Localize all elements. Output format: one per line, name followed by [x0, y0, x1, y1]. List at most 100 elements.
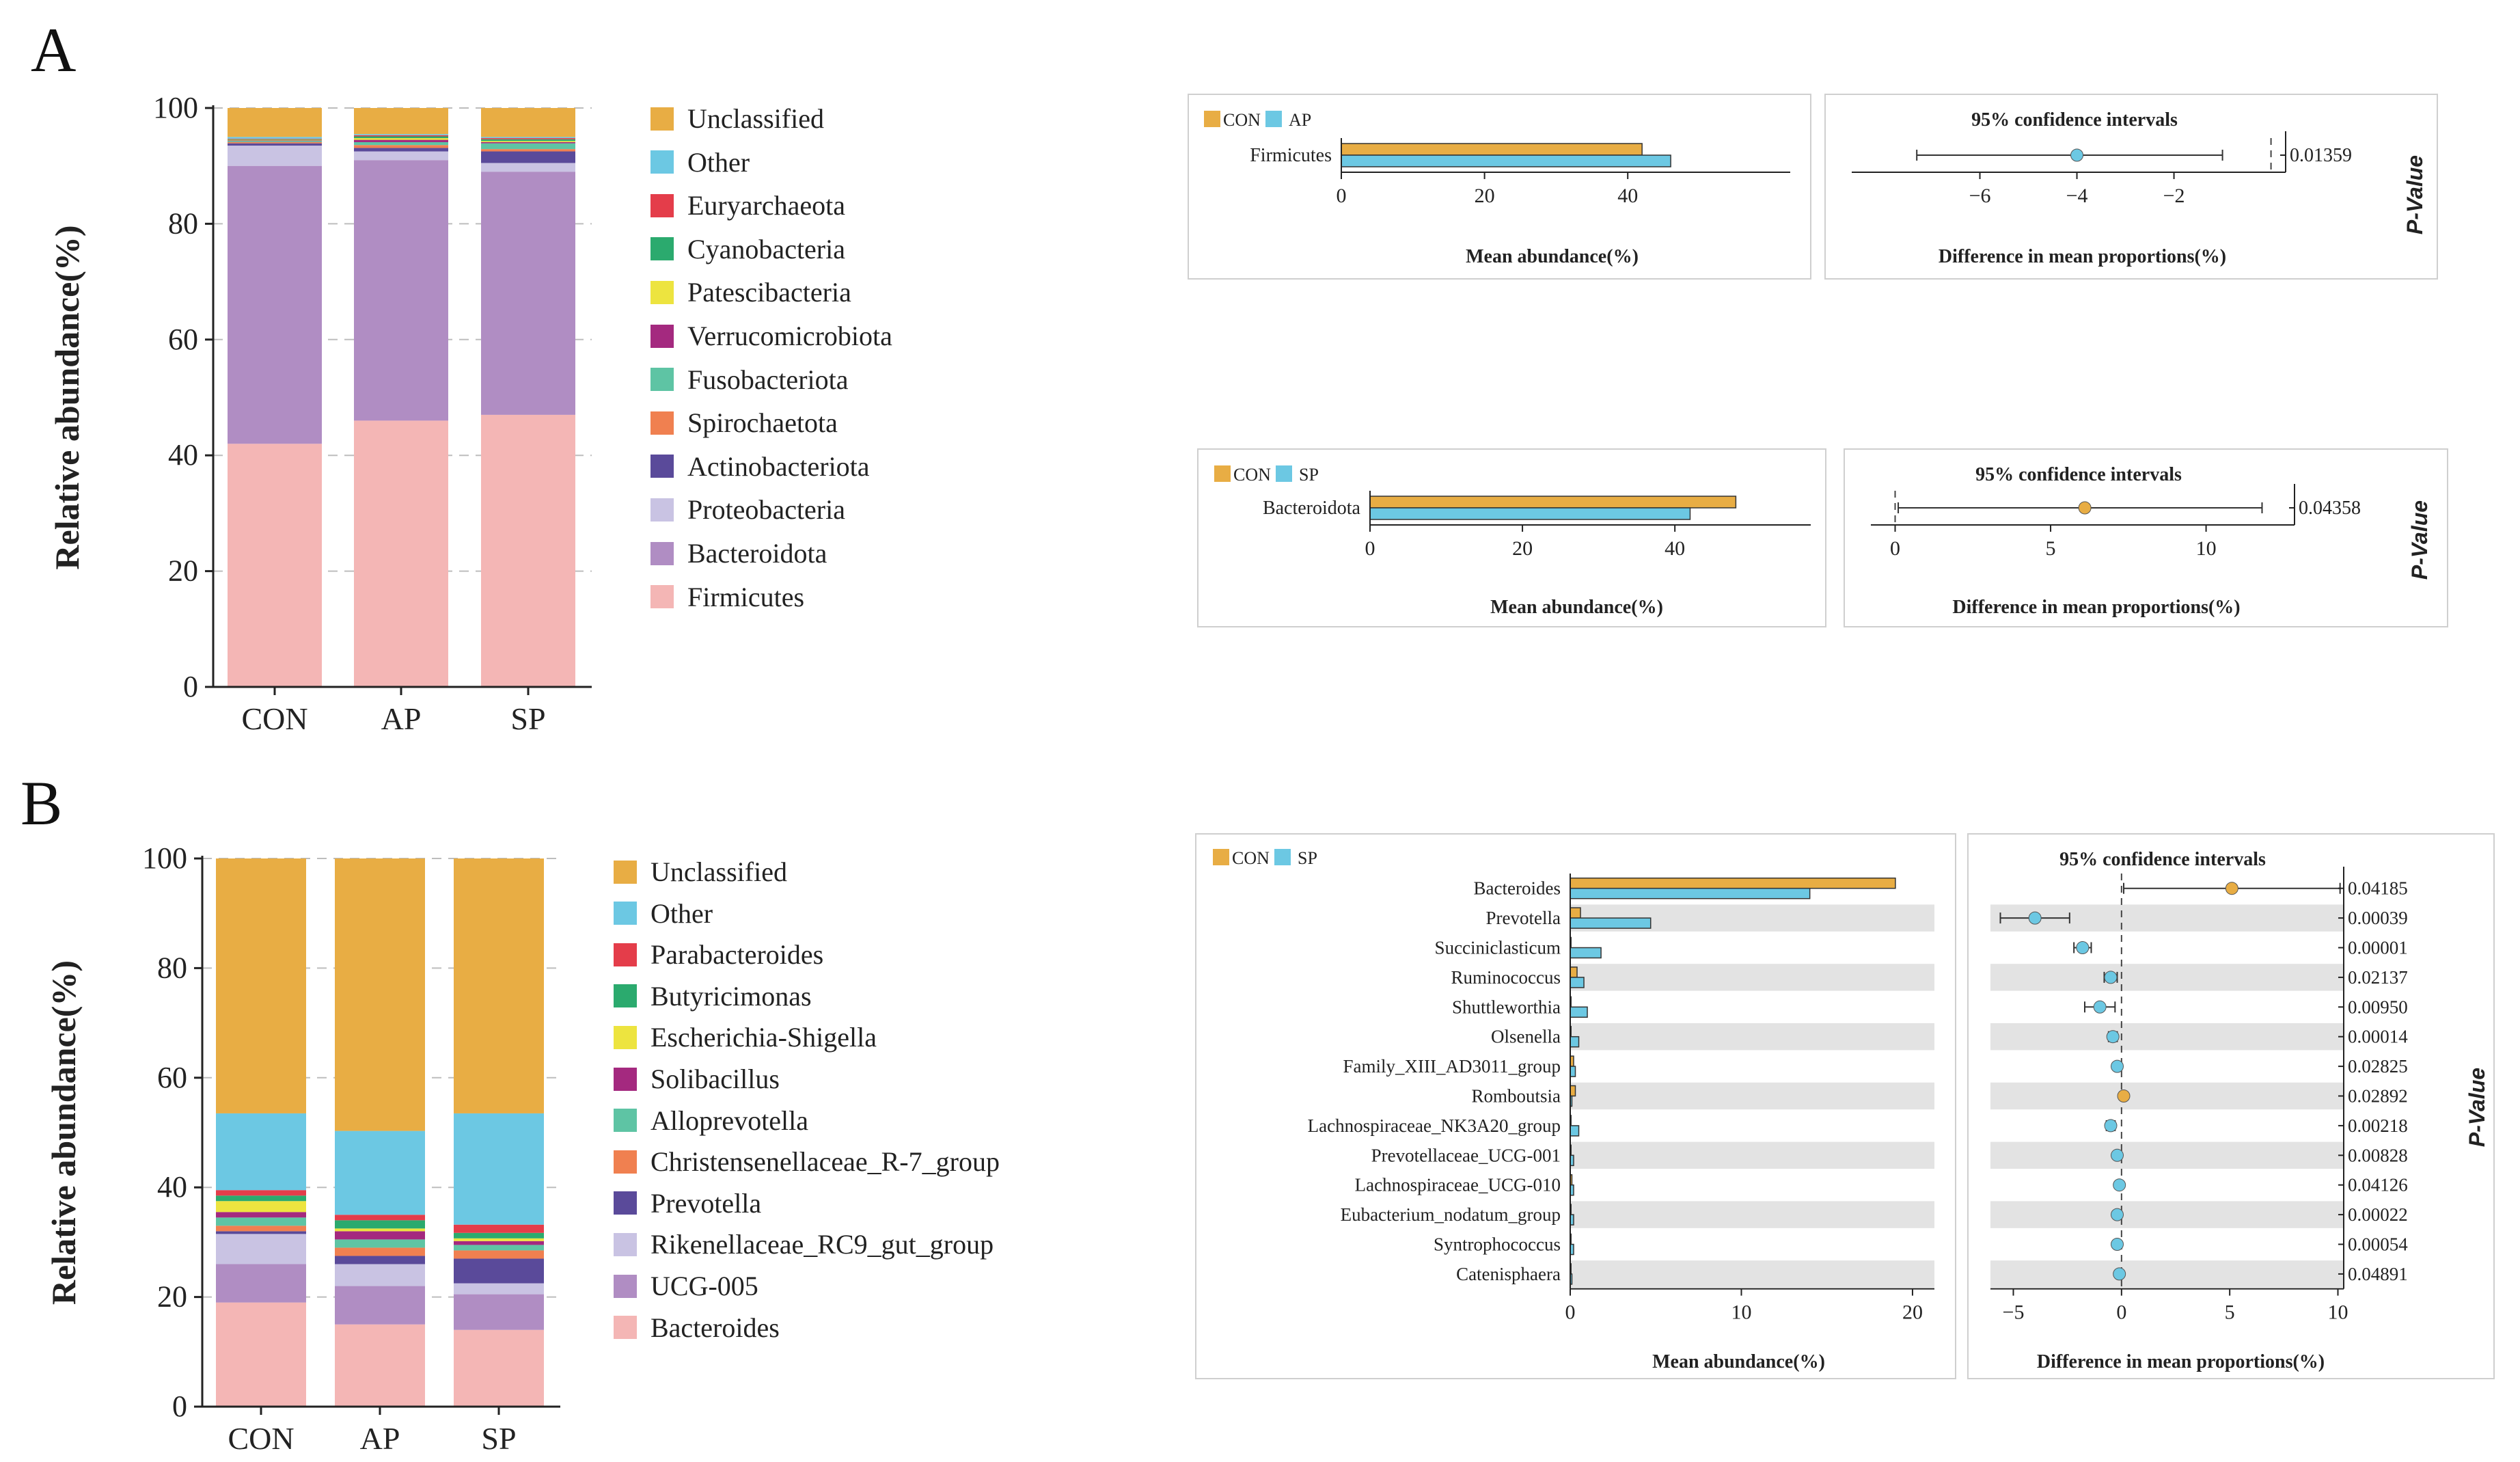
legend-swatch — [650, 280, 674, 304]
stack-b-bar-escherichia-shigella — [216, 1201, 306, 1213]
stack-a-bar-patescibacteria — [354, 138, 448, 140]
undefined-p-label: P-Value — [2465, 1068, 2489, 1147]
stack-b-bar-solibacillus — [335, 1231, 425, 1240]
undefined-legend-swatch-group — [1274, 849, 1291, 865]
undefined-diff-point — [2028, 911, 2042, 925]
legend-item: Proteobacteria — [650, 493, 845, 526]
legend-swatch — [614, 1150, 637, 1174]
undefined-diff-point — [2113, 1267, 2126, 1281]
undefined-bar-con — [1570, 966, 1578, 978]
legend-swatch — [650, 150, 674, 174]
undefined-p-label: P-Value — [2402, 155, 2427, 234]
undefined-row-shade — [1570, 1141, 1934, 1169]
stack-b-bar-alloprevotella — [335, 1239, 425, 1248]
stack-b-xtick-label: CON — [228, 1421, 294, 1456]
legend-item: Solibacillus — [614, 1063, 780, 1095]
undefined-taxon-label: Lachnospiraceae_UCG-010 — [1355, 1175, 1561, 1195]
ext-a2-ci-frame — [1844, 448, 2448, 627]
stack-a-bar-other — [481, 137, 575, 139]
stack-a-bar-actinobacteriota — [481, 151, 575, 163]
ext-a1-ci-frame — [1824, 94, 2438, 280]
undefined-p-value: 0.01359 — [2290, 145, 2352, 166]
legend-swatch — [614, 984, 637, 1008]
undefined-legend-swatch-group — [1265, 111, 1282, 127]
undefined-diff-point — [2104, 1119, 2118, 1133]
legend-label: Bacteroides — [650, 1312, 780, 1343]
undefined-diff-point — [2104, 971, 2118, 984]
undefined-ci-xtick-label: 0 — [1890, 537, 1900, 560]
undefined-taxon-label: Firmicutes — [1250, 145, 1332, 166]
undefined-bar-xtick-label: 0 — [1337, 185, 1347, 207]
undefined-bar-group — [1570, 977, 1585, 988]
legend-item: Butyricimonas — [614, 980, 812, 1012]
undefined-ci-xtick-label: 0 — [2116, 1301, 2126, 1324]
legend-label: Prevotella — [650, 1187, 762, 1219]
stack-b-bar-parabacteroides — [454, 1224, 544, 1233]
stack-b-bar-bacteroides — [335, 1324, 425, 1407]
legend-label: Solibacillus — [650, 1064, 780, 1094]
undefined-bar-group — [1570, 1006, 1588, 1018]
stack-b-bar-prevotella — [216, 1231, 306, 1234]
undefined-bar-xtick-label: 0 — [1565, 1301, 1576, 1324]
undefined-bar-xlabel: Mean abundance(%) — [1652, 1351, 1825, 1372]
undefined-ci-xtick-label: 5 — [2046, 537, 2056, 560]
legend-label: Butyricimonas — [650, 980, 812, 1012]
legend-swatch — [614, 860, 637, 884]
undefined-bar-group — [1570, 887, 1811, 899]
legend-swatch — [650, 541, 674, 565]
undefined-legend-swatch-con — [1204, 111, 1220, 127]
stack-b-bar-butyricimonas — [335, 1220, 425, 1229]
undefined-diff-point — [2225, 882, 2238, 895]
undefined-legend-con: CON — [1223, 110, 1261, 130]
stack-a-bar-verrucomicrobiota — [354, 139, 448, 142]
legend-label: Other — [687, 146, 750, 178]
legend-item: Euryarchaeota — [650, 189, 845, 221]
stack-b-bar-parabacteroides — [335, 1215, 425, 1221]
legend-item: Other — [650, 146, 750, 178]
undefined-p-value: 0.00001 — [2348, 938, 2408, 958]
legend-item: Fusobacteriota — [650, 364, 849, 396]
legend-label: Christensenellaceae_R-7_group — [650, 1146, 1000, 1178]
stack-a-ytick-label: 20 — [168, 554, 198, 588]
undefined-bar-xlabel: Mean abundance(%) — [1466, 246, 1639, 267]
legend-swatch — [614, 1067, 637, 1091]
legend-swatch — [650, 411, 674, 435]
stack-b-bar-rikenellaceae_rc9_gut_group — [216, 1234, 306, 1264]
undefined-ci-xlabel: Difference in mean proportions(%) — [1939, 246, 2226, 267]
undefined-legend-group: SP — [1299, 465, 1319, 485]
undefined-diff-point — [2111, 1148, 2124, 1162]
undefined-p-value: 0.00014 — [2348, 1027, 2408, 1047]
undefined-p-value: 0.04126 — [2348, 1175, 2408, 1195]
legend-label: Euryarchaeota — [687, 190, 845, 221]
undefined-diff-point — [2117, 1089, 2131, 1102]
undefined-diff-point — [2078, 501, 2092, 515]
legend-swatch — [650, 107, 674, 131]
undefined-p-value: 0.04891 — [2348, 1264, 2408, 1284]
stack-b-bar-parabacteroides — [216, 1190, 306, 1196]
legend-swatch — [650, 193, 674, 217]
stack-b-ylabel: Relative abundance(%) — [44, 960, 83, 1305]
undefined-bar-group — [1341, 154, 1671, 167]
undefined-taxon-label: Lachnospiraceae_NK3A20_group — [1308, 1115, 1561, 1136]
undefined-diff-point — [2111, 1208, 2124, 1221]
undefined-taxon-label: Succiniclasticum — [1435, 938, 1561, 958]
stack-b-ytick-label: 40 — [157, 1170, 187, 1204]
stack-a-bar-firmicutes — [481, 414, 575, 687]
undefined-bar-group — [1570, 917, 1652, 929]
stack-b-xtick-label: AP — [360, 1421, 400, 1456]
undefined-p-value: 0.02137 — [2348, 967, 2408, 988]
legend-swatch — [614, 1025, 637, 1049]
stack-a-bar-unclassified — [354, 108, 448, 135]
undefined-bar-xtick-label: 10 — [1731, 1301, 1751, 1324]
panel-label-b: B — [20, 768, 63, 838]
undefined-p-value: 0.00828 — [2348, 1145, 2408, 1165]
undefined-p-value: 0.00054 — [2348, 1234, 2408, 1255]
undefined-p-value: 0.00022 — [2348, 1204, 2408, 1225]
undefined-bar-xtick-label: 40 — [1665, 537, 1685, 560]
undefined-bar-xtick-label: 20 — [1902, 1301, 1923, 1324]
undefined-ci-row-shade — [1990, 1141, 2344, 1169]
stack-b-bar-christensenellaceae_r-7_group — [454, 1250, 544, 1259]
undefined-row-shade — [1570, 1260, 1934, 1288]
legend-label: Rikenellaceae_RC9_gut_group — [650, 1229, 994, 1260]
undefined-bar-group — [1369, 507, 1691, 520]
